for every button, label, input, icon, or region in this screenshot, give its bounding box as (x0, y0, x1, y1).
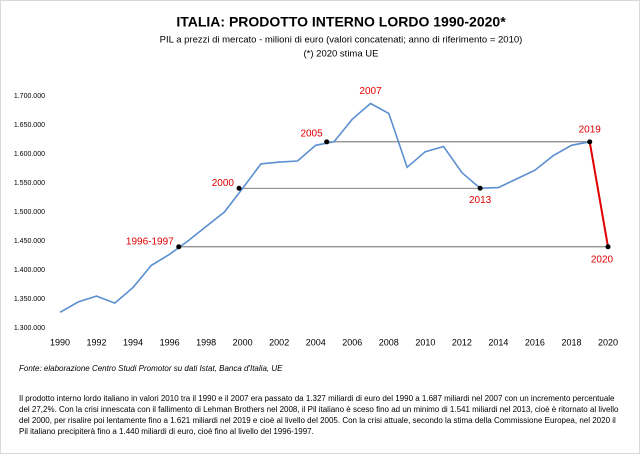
annotation-label: 2005 (300, 128, 323, 139)
y-tick-label: 1.400.000 (14, 267, 45, 274)
annotation-label: 2007 (359, 86, 382, 97)
y-tick-label: 1.700.000 (14, 93, 45, 100)
x-tick-label: 1990 (50, 337, 70, 347)
annotation-label: 2019 (579, 124, 602, 135)
chart-subtitle: PIL a prezzi di mercato - milioni di eur… (160, 35, 523, 46)
x-tick-label: 2016 (525, 337, 545, 347)
annotation-label: 2013 (469, 195, 492, 206)
description: Il prodotto interno lordo italiano in va… (19, 394, 619, 436)
annotation-label: 1996-1997 (126, 236, 174, 247)
x-tick-label: 2002 (269, 337, 289, 347)
y-tick-label: 1.650.000 (14, 122, 45, 129)
chart-note: (*) 2020 stima UE (304, 49, 379, 60)
x-tick-label: 2018 (561, 337, 581, 347)
x-tick-label: 2014 (488, 337, 508, 347)
x-tick-label: 1992 (87, 337, 107, 347)
annotation-dot (236, 185, 242, 191)
y-tick-label: 1.350.000 (14, 296, 45, 303)
annotation-dot (176, 244, 182, 250)
y-tick-label: 1.450.000 (14, 238, 45, 245)
chart-title: ITALIA: PRODOTTO INTERNO LORDO 1990-2020… (176, 14, 506, 30)
x-tick-label: 2008 (379, 337, 399, 347)
x-tick-label: 2010 (415, 337, 435, 347)
y-tick-label: 1.550.000 (14, 180, 45, 187)
x-tick-label: 2004 (306, 337, 326, 347)
chart: ITALIA: PRODOTTO INTERNO LORDO 1990-2020… (14, 14, 618, 348)
source: Fonte: elaborazione Centro Studi Promoto… (19, 364, 283, 373)
y-tick-label: 1.500.000 (14, 209, 45, 216)
annotation-dot (477, 185, 483, 191)
y-tick-label: 1.300.000 (14, 325, 45, 332)
annotation-dot (605, 244, 611, 250)
annotation-label: 2020 (591, 254, 614, 265)
annotation-label: 2000 (212, 178, 235, 189)
x-tick-label: 2006 (342, 337, 362, 347)
x-tick-label: 1996 (160, 337, 180, 347)
y-tick-label: 1.600.000 (14, 151, 45, 158)
x-tick-label: 1994 (123, 337, 143, 347)
x-tick-label: 1998 (196, 337, 216, 347)
x-tick-label: 2000 (233, 337, 253, 347)
annotation-dot (324, 139, 330, 145)
x-tick-label: 2020 (598, 337, 618, 347)
data-line (59, 102, 590, 313)
x-tick-label: 2012 (452, 337, 472, 347)
annotation-dot (587, 139, 593, 145)
data-line-last (588, 141, 609, 247)
